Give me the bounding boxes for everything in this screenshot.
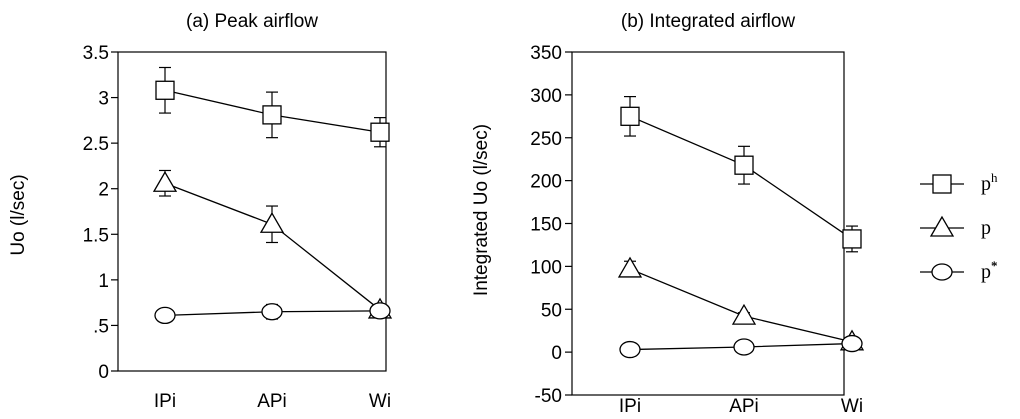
y-tick-label: 1.5: [83, 225, 109, 246]
y-tick-label: 3.5: [83, 43, 109, 64]
data-point-circle: [154, 306, 176, 325]
data-point-circle: [261, 303, 283, 321]
data-point-square: [620, 106, 640, 126]
data-point-square: [370, 122, 390, 142]
x-tick-label: IPi: [619, 396, 641, 417]
series-line-p: [164, 182, 381, 311]
x-tick-label: APi: [729, 396, 759, 417]
data-point-triangle: [152, 170, 178, 192]
panel-a-y-axis-label: Uo (l/sec): [8, 174, 29, 255]
y-tick-label: 250: [530, 129, 562, 150]
data-point-triangle: [617, 256, 643, 278]
x-tick-label: Wi: [369, 391, 391, 412]
y-tick-label: 0: [551, 343, 562, 364]
y-tick-label: 0: [98, 362, 109, 383]
y-tick-label: 2.5: [83, 134, 109, 155]
y-tick-label: 200: [530, 172, 562, 193]
panel-a-series: [152, 66, 393, 325]
legend-marker-triangle: [929, 215, 955, 237]
legend-label: ph: [981, 170, 998, 195]
panel-a-plot-frame: [117, 51, 387, 372]
legend-marker-circle: [931, 263, 953, 281]
data-point-square: [842, 229, 862, 249]
legend-marker-square: [932, 174, 952, 194]
y-tick-label: .5: [93, 316, 109, 337]
legend: ph p p*: [920, 170, 998, 283]
panel-integrated-airflow: (b) Integrated airflow Integrated Uo (l/…: [471, 11, 865, 417]
y-tick-label: 350: [530, 43, 562, 64]
panel-b-title: (b) Integrated airflow: [621, 11, 796, 32]
data-point-square: [262, 105, 282, 125]
y-tick-label: 100: [530, 257, 562, 278]
y-tick-label: -50: [535, 386, 562, 407]
series-line-ph: [629, 115, 853, 240]
legend-label: p*: [981, 258, 998, 283]
y-tick-label: 50: [541, 300, 562, 321]
data-point-triangle: [731, 303, 757, 325]
panel-a-title: (a) Peak airflow: [186, 11, 318, 32]
panel-b-x-ticks: IPi APi Wi: [619, 396, 863, 417]
panel-a-y-ticks: 0 .5 1 1.5 2 2.5 3 3.5: [83, 43, 118, 383]
y-tick-label: 150: [530, 215, 562, 236]
data-point-circle: [369, 302, 391, 320]
y-tick-label: 2: [98, 180, 109, 201]
y-tick-label: 1: [98, 271, 109, 292]
data-point-triangle: [259, 211, 285, 233]
panel-b-series: [617, 95, 865, 359]
data-point-square: [734, 155, 754, 175]
y-tick-label: 3: [98, 89, 109, 110]
x-tick-label: IPi: [154, 391, 176, 412]
x-tick-label: Wi: [841, 396, 863, 417]
panel-b-plot-frame: [571, 51, 845, 396]
y-tick-label: 300: [530, 86, 562, 107]
panel-peak-airflow: (a) Peak airflow Uo (l/sec) 0 .5 1 1.5 2 2.5 3…: [8, 11, 393, 412]
series-line-p: [629, 268, 853, 343]
data-point-circle: [619, 340, 641, 359]
legend-label: p: [981, 217, 991, 239]
data-point-square: [155, 80, 175, 100]
x-tick-label: APi: [257, 391, 287, 412]
panel-b-y-ticks: -50 0 50 100 150 200 250 300 350: [530, 43, 572, 407]
panel-a-x-ticks: IPi APi Wi: [154, 391, 391, 412]
panel-b-y-axis-label: Integrated Uo (l/sec): [471, 124, 492, 296]
data-point-circle: [733, 338, 755, 356]
data-point-circle: [841, 334, 863, 353]
